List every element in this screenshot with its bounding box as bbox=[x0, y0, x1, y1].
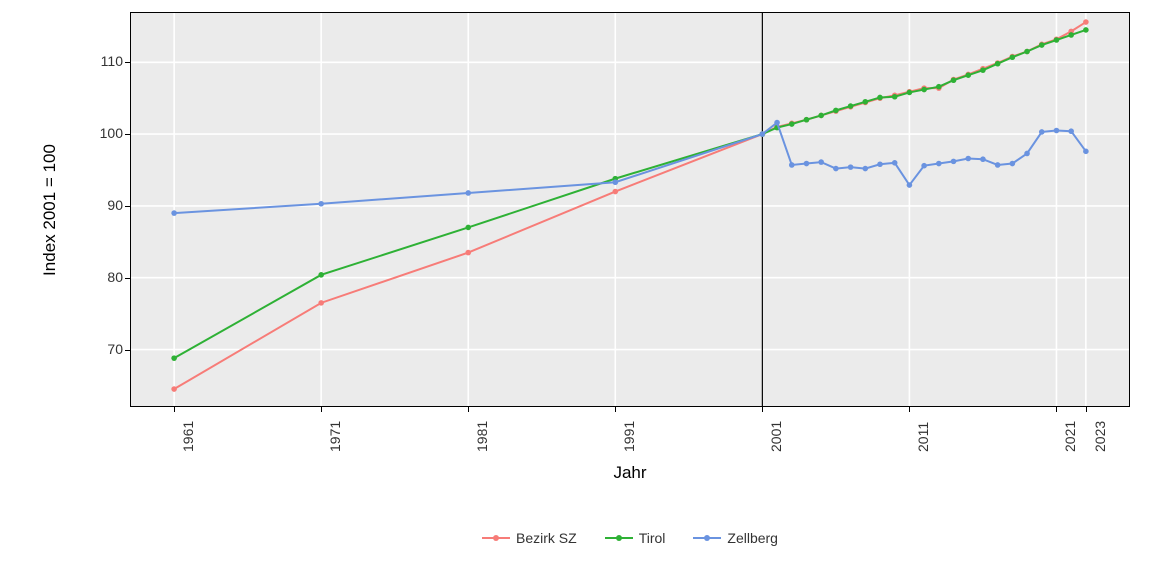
y-tick-mark bbox=[125, 278, 130, 279]
x-tick-mark bbox=[1086, 407, 1087, 412]
legend: Bezirk SZ Tirol Zellberg bbox=[130, 530, 1130, 546]
y-tick-mark bbox=[125, 134, 130, 135]
x-tick-mark bbox=[468, 407, 469, 412]
plot-svg bbox=[130, 12, 1130, 407]
x-tick-label: 2021 bbox=[1062, 421, 1078, 452]
y-tick-label: 90 bbox=[75, 197, 123, 213]
y-tick-mark bbox=[125, 62, 130, 63]
legend-dot-icon bbox=[493, 535, 499, 541]
x-axis-title: Jahr bbox=[130, 463, 1130, 483]
x-tick-label: 1981 bbox=[474, 421, 490, 452]
legend-item-zellberg: Zellberg bbox=[693, 530, 778, 546]
y-tick-label: 80 bbox=[75, 269, 123, 285]
y-tick-label: 70 bbox=[75, 341, 123, 357]
legend-dot-icon bbox=[616, 535, 622, 541]
y-tick-mark bbox=[125, 206, 130, 207]
x-tick-label: 2011 bbox=[915, 422, 931, 452]
x-tick-label: 1971 bbox=[327, 421, 343, 452]
x-tick-mark bbox=[615, 407, 616, 412]
legend-label: Tirol bbox=[639, 530, 666, 546]
x-tick-label: 2001 bbox=[768, 421, 784, 452]
legend-swatch-tirol bbox=[605, 532, 633, 544]
legend-dot-icon bbox=[704, 535, 710, 541]
x-tick-mark bbox=[1056, 407, 1057, 412]
legend-item-bezirk-sz: Bezirk SZ bbox=[482, 530, 577, 546]
x-tick-label: 2023 bbox=[1092, 421, 1108, 452]
x-tick-mark bbox=[909, 407, 910, 412]
x-tick-mark bbox=[174, 407, 175, 412]
x-tick-label: 1961 bbox=[180, 421, 196, 452]
y-tick-mark bbox=[125, 350, 130, 351]
plot-panel bbox=[130, 12, 1130, 407]
x-tick-label: 1991 bbox=[621, 421, 637, 452]
legend-label: Bezirk SZ bbox=[516, 530, 577, 546]
legend-swatch-bezirk-sz bbox=[482, 532, 510, 544]
y-tick-label: 100 bbox=[75, 125, 123, 141]
chart-container: Index 2001 = 100 Jahr 70 80 90 100 110 1961 1… bbox=[0, 0, 1152, 576]
legend-swatch-zellberg bbox=[693, 532, 721, 544]
y-tick-label: 110 bbox=[75, 53, 123, 69]
legend-item-tirol: Tirol bbox=[605, 530, 666, 546]
legend-label: Zellberg bbox=[727, 530, 778, 546]
y-axis-title: Index 2001 = 100 bbox=[40, 110, 60, 310]
x-tick-mark bbox=[321, 407, 322, 412]
x-tick-mark bbox=[762, 407, 763, 412]
